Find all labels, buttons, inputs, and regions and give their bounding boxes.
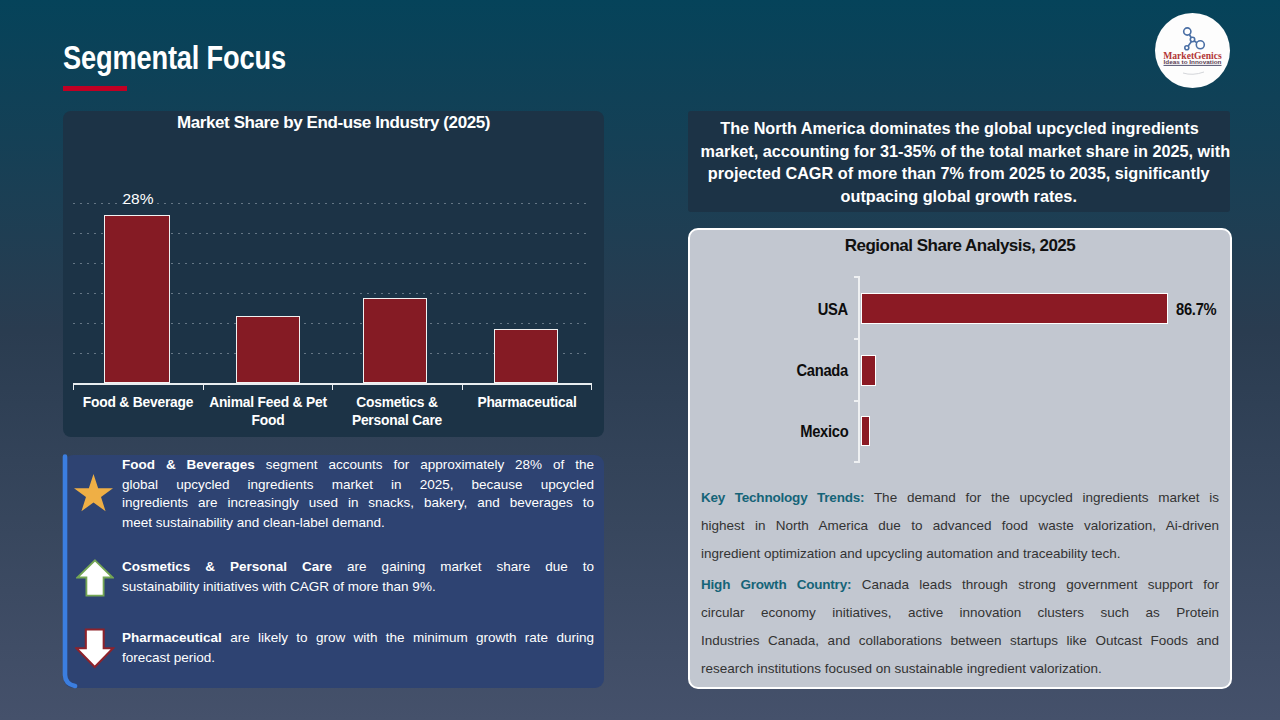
svg-text:Ideas to Innovation: Ideas to Innovation: [1164, 58, 1222, 65]
